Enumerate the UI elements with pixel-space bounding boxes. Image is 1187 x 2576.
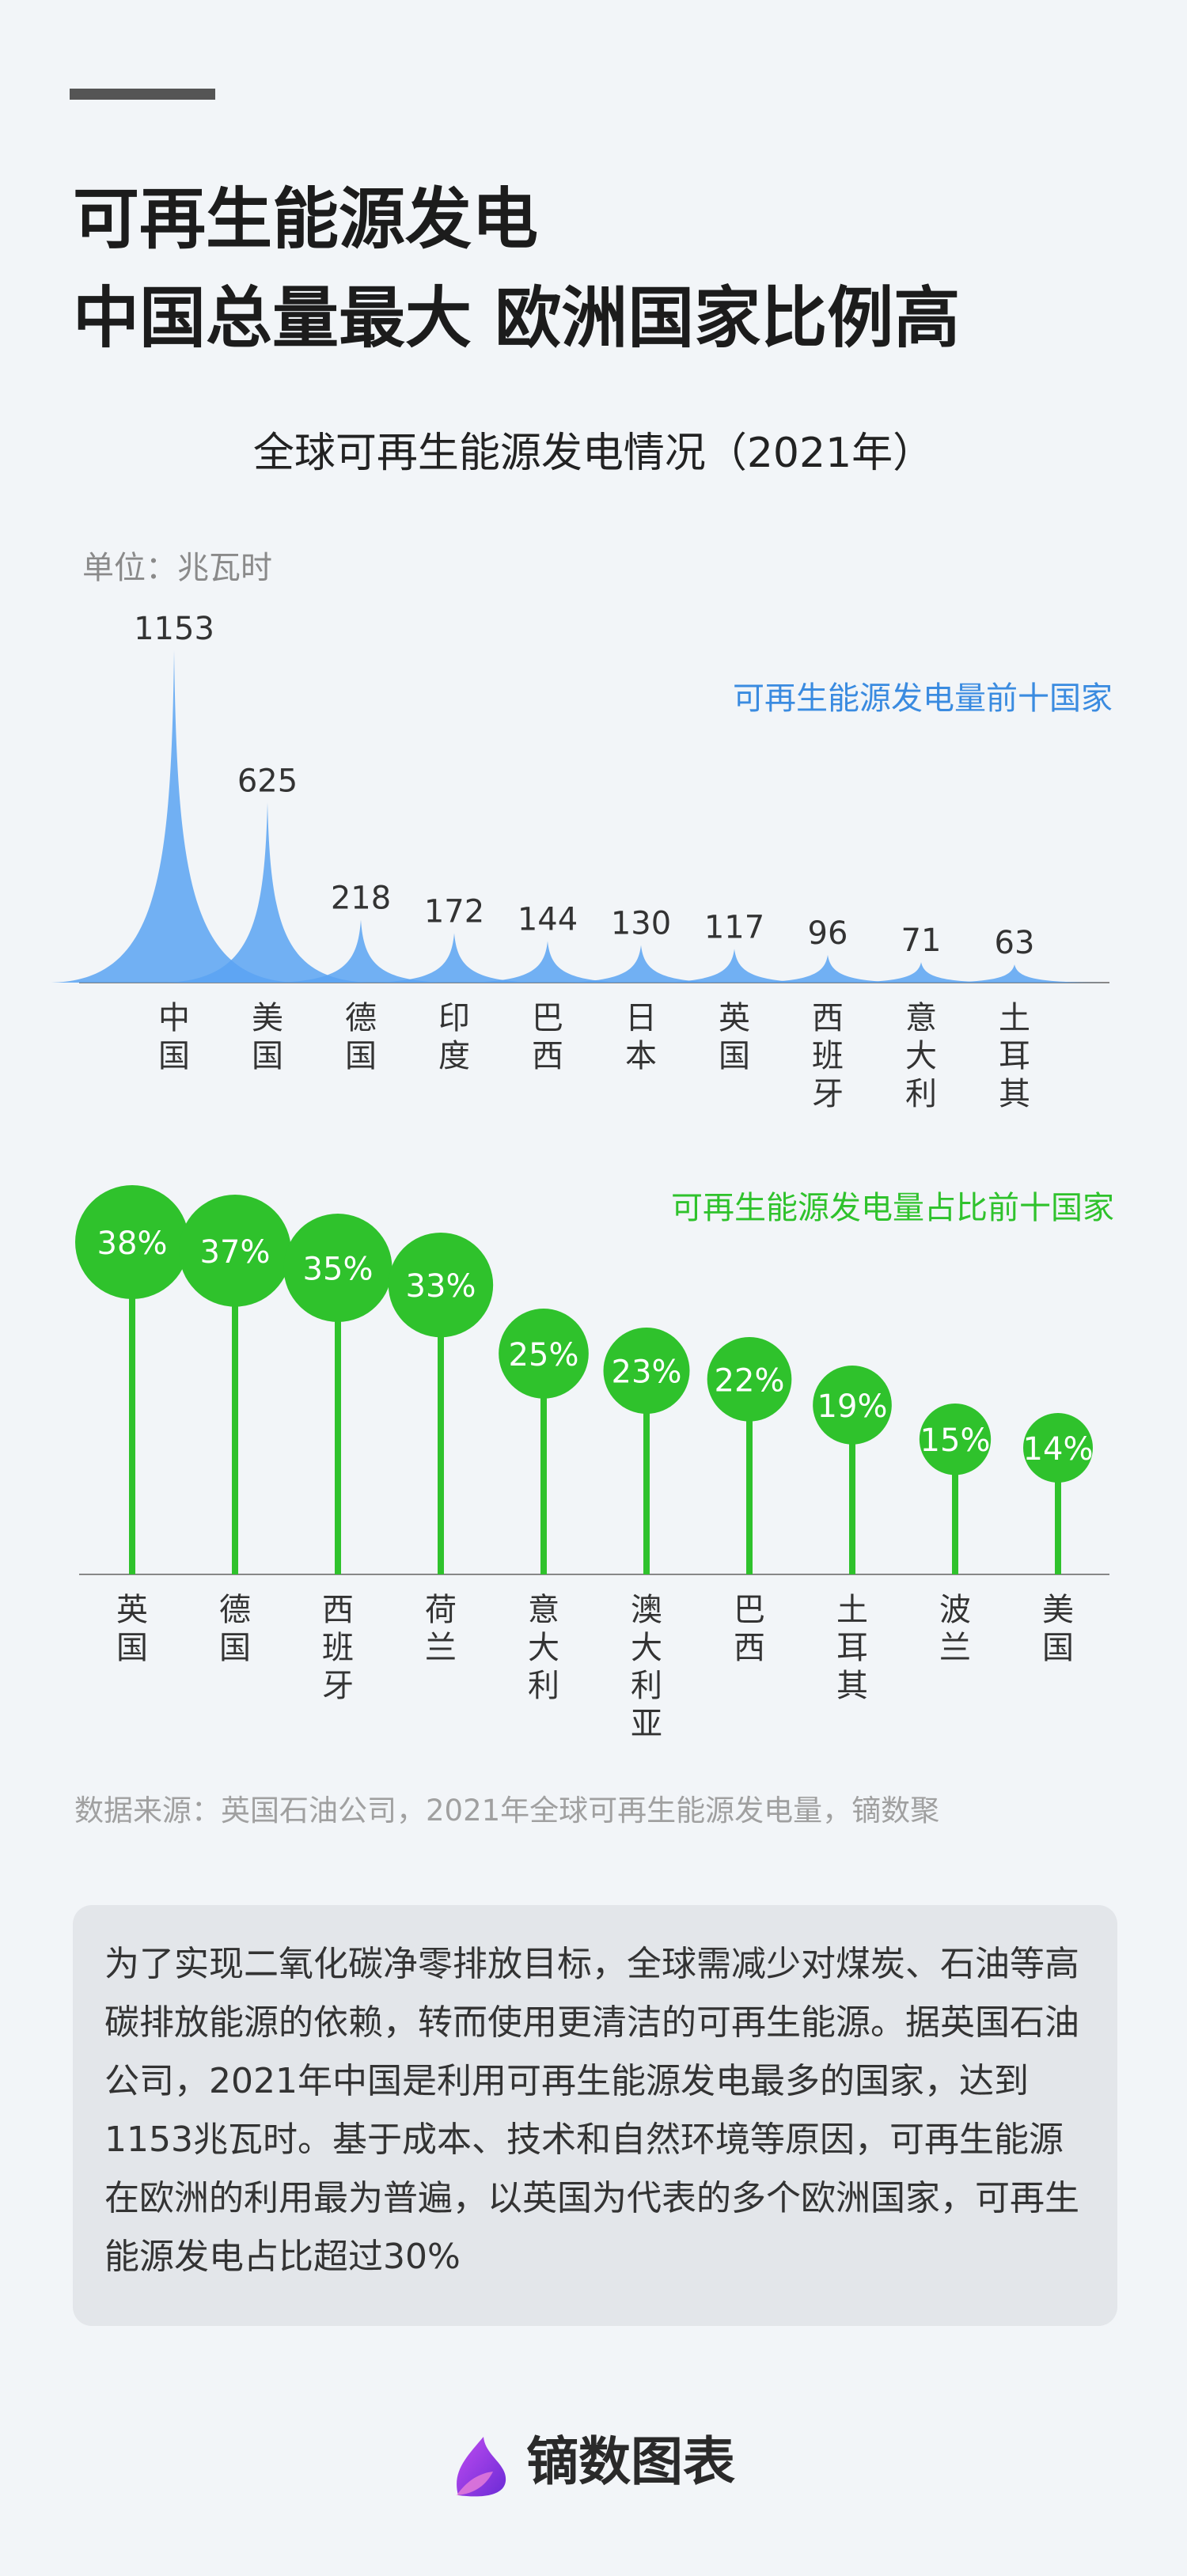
category-label: 西班牙	[812, 1000, 844, 1112]
decorative-bar	[70, 89, 215, 100]
unit-label: 单位：兆瓦时	[82, 550, 272, 586]
category-label: 美国	[1042, 1592, 1074, 1666]
category-label: 意大利	[528, 1592, 559, 1704]
area-spike	[549, 945, 733, 983]
area-spike	[925, 964, 1104, 983]
value-label: 144	[518, 902, 578, 938]
category-label: 德国	[219, 1592, 251, 1666]
value-label: 625	[237, 763, 298, 799]
area-spike	[47, 650, 301, 983]
chart1-legend: 可再生能源发电量前十国家	[733, 680, 1113, 717]
share-chart: 38% 英国 37% 德国 35% 西班牙 33% 荷兰 25% 意大利 23% 澳大利亚 22% 巴西 1…	[75, 1185, 1109, 1742]
category-label: 巴西	[532, 1000, 563, 1074]
lollipop-head	[919, 1404, 992, 1476]
area-spike	[266, 919, 456, 983]
lollipop-head	[813, 1366, 892, 1445]
category-label: 西班牙	[322, 1592, 354, 1704]
category-label: 意大利	[905, 1000, 937, 1112]
lollipop-head	[499, 1309, 589, 1399]
value-label: 117	[704, 909, 764, 945]
description-box: 为了实现二氧化碳净零排放目标，全球需减少对煤炭、石油等高碳排放能源的依赖，转而使…	[73, 1905, 1117, 2326]
source-note: 数据来源：英国石油公司，2021年全球可再生能源发电量，镝数聚	[74, 1794, 940, 1828]
value-label: 37%	[200, 1234, 271, 1271]
value-label: 23%	[612, 1354, 682, 1391]
category-label: 巴西	[734, 1592, 765, 1666]
category-label: 中国	[158, 1000, 190, 1074]
value-label: 71	[901, 922, 942, 959]
value-label: 19%	[817, 1388, 888, 1425]
value-label: 14%	[1023, 1431, 1094, 1468]
value-label: 22%	[715, 1362, 785, 1399]
lollipop-head	[388, 1233, 494, 1338]
area-spike	[831, 962, 1011, 983]
value-label: 35%	[303, 1252, 374, 1288]
brand-footer: 镝数图表	[0, 2419, 1187, 2498]
value-label: 130	[611, 906, 671, 942]
chart-subtitle: 全球可再生能源发电情况（2021年）	[252, 430, 935, 477]
area-spike	[361, 933, 548, 983]
value-label: 15%	[920, 1422, 991, 1459]
brand-name: 镝数图表	[526, 2431, 735, 2492]
category-label: 英国	[719, 1000, 750, 1074]
value-label: 25%	[509, 1337, 579, 1373]
category-label: 印度	[438, 1000, 470, 1074]
category-label: 波兰	[939, 1592, 971, 1666]
area-spike	[737, 955, 919, 983]
category-label: 荷兰	[425, 1592, 457, 1666]
value-label: 218	[331, 881, 391, 917]
area-spike	[455, 941, 640, 983]
headline-line-1: 可再生能源发电	[73, 180, 539, 258]
category-label: 美国	[252, 1000, 283, 1074]
category-label: 日本	[625, 1000, 657, 1074]
category-label: 土耳其	[999, 1000, 1030, 1112]
description-text: 为了实现二氧化碳净零排放目标，全球需减少对煤炭、石油等高碳排放能源的依赖，转而使…	[104, 1944, 1079, 2277]
lollipop-head	[603, 1328, 690, 1414]
area-spike	[158, 802, 377, 983]
value-label: 63	[995, 925, 1035, 961]
value-label: 38%	[97, 1225, 168, 1262]
lollipop-head	[179, 1195, 291, 1307]
category-label: 土耳其	[836, 1592, 868, 1704]
chart2-legend: 可再生能源发电量占比前十国家	[671, 1190, 1114, 1226]
value-label: 96	[808, 915, 848, 952]
brand-logo-icon	[457, 2436, 506, 2497]
area-spike	[643, 949, 826, 983]
value-label: 1153	[134, 611, 214, 647]
lollipop-head	[1023, 1413, 1093, 1483]
lollipop-head	[707, 1337, 792, 1422]
generation-chart: 1153 中国 625 美国 218 德国 172 印度 144 巴西 130 日本 117 英国 96 西班…	[47, 611, 1109, 1112]
category-label: 澳大利亚	[631, 1592, 662, 1742]
category-label: 英国	[116, 1592, 148, 1666]
headline-line-2: 中国总量最大 欧洲国家比例高	[73, 279, 961, 357]
category-label: 德国	[345, 1000, 377, 1074]
value-label: 172	[424, 893, 484, 930]
value-label: 33%	[406, 1268, 476, 1305]
lollipop-head	[283, 1214, 393, 1322]
lollipop-head	[75, 1185, 189, 1299]
